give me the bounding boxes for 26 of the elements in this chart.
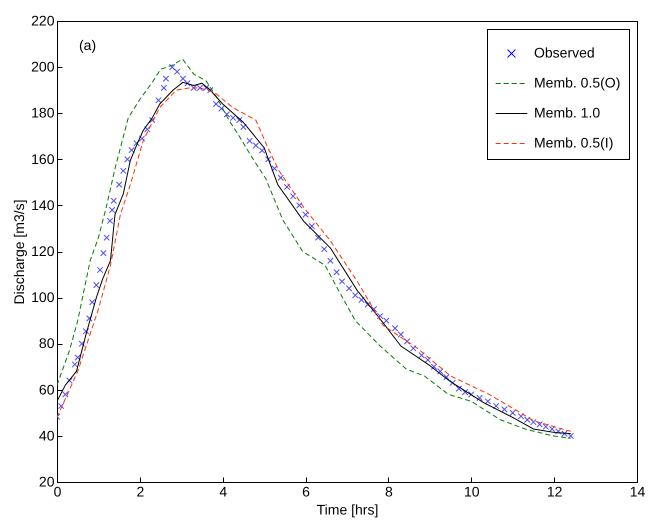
annotation: (a) [79,37,96,53]
y-tick-label: 180 [31,104,55,121]
legend-label: Memb. 0.5(O) [534,74,620,90]
y-tick-label: 60 [38,381,55,398]
legend-label: Memb. 1.0 [534,104,600,120]
y-tick-label: 220 [31,12,55,28]
y-tick-label: 40 [38,427,55,444]
x-tick-label: 2 [136,484,144,500]
x-tick-label: 14 [630,484,646,500]
x-tick-label: 8 [385,484,394,500]
x-axis-title: Time [hrs] [316,502,378,518]
y-tick-label: 120 [31,243,55,259]
x-tick-label: 0 [54,484,62,500]
y-tick-label: 100 [31,289,55,306]
y-tick-label: 140 [31,196,55,213]
x-tick-label: 4 [219,484,228,500]
y-axis-title: Discharge [m3/s] [11,199,28,305]
x-tick-label: 12 [546,484,563,500]
y-tick-label: 160 [31,150,55,167]
y-tick-label: 20 [38,474,55,490]
y-tick-label: 80 [38,335,55,352]
x-tick-label: 6 [302,484,310,500]
legend-label: Observed [534,44,595,60]
y-tick-label: 200 [31,58,55,75]
x-tick-label: 10 [464,484,480,500]
legend-label: Memb. 0.5(I) [534,134,614,150]
